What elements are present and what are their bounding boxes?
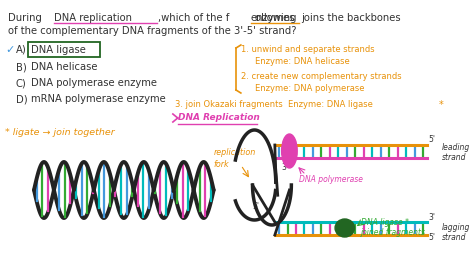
Text: joined fragments: joined fragments <box>361 228 426 237</box>
Text: enzymes: enzymes <box>251 13 295 23</box>
Text: DNA helicase: DNA helicase <box>31 62 98 72</box>
Text: 3. join Okazaki fragments  Enzyme: DNA ligase: 3. join Okazaki fragments Enzyme: DNA li… <box>175 100 373 109</box>
Text: * ligate → join together: * ligate → join together <box>5 128 115 137</box>
Text: ,which of the f: ,which of the f <box>158 13 230 23</box>
Text: ✓: ✓ <box>5 45 14 55</box>
Text: replication: replication <box>214 148 256 157</box>
Text: Enzyme: DNA polymerase: Enzyme: DNA polymerase <box>255 84 365 93</box>
Text: lagging: lagging <box>442 223 470 232</box>
Ellipse shape <box>335 219 355 237</box>
Text: 1. unwind and separate strands: 1. unwind and separate strands <box>241 45 374 54</box>
Text: leading: leading <box>442 143 470 152</box>
Ellipse shape <box>282 134 297 168</box>
Text: A): A) <box>16 45 26 55</box>
Text: strand: strand <box>442 234 466 243</box>
Text: During: During <box>8 13 45 23</box>
Text: 5': 5' <box>428 135 435 144</box>
Text: 3': 3' <box>281 163 288 172</box>
Text: D): D) <box>16 94 27 104</box>
Text: DNA polymerase: DNA polymerase <box>299 175 363 184</box>
Text: strand: strand <box>442 153 466 163</box>
Text: joins the backbones: joins the backbones <box>301 13 401 23</box>
Text: DNA polymerase enzyme: DNA polymerase enzyme <box>31 78 157 88</box>
Text: fork: fork <box>214 160 229 169</box>
Text: DNA ligase: DNA ligase <box>31 45 86 55</box>
Text: *: * <box>439 100 444 110</box>
Text: DNA ligase *: DNA ligase * <box>361 218 409 227</box>
Text: mRNA polymerase enzyme: mRNA polymerase enzyme <box>31 94 166 104</box>
Text: ollowing: ollowing <box>255 13 300 23</box>
Text: C): C) <box>16 78 26 88</box>
Text: DNA replication: DNA replication <box>55 13 132 23</box>
Text: 5': 5' <box>428 234 435 243</box>
Text: B): B) <box>16 62 26 72</box>
Text: 3': 3' <box>428 214 435 222</box>
Text: DNA Replication: DNA Replication <box>178 113 259 122</box>
Text: Enzyme: DNA helicase: Enzyme: DNA helicase <box>255 57 350 66</box>
Text: of the complementary DNA fragments of the 3'-5' strand?: of the complementary DNA fragments of th… <box>8 26 296 36</box>
Text: 5': 5' <box>252 202 259 211</box>
Text: 2. create new complementary strands: 2. create new complementary strands <box>241 72 401 81</box>
